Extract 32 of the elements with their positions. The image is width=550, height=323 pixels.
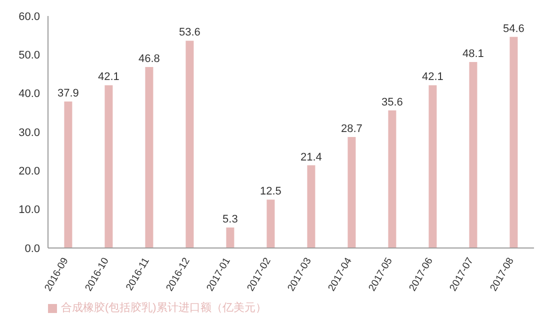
bar	[64, 101, 72, 248]
bar	[104, 85, 113, 248]
bar	[348, 137, 356, 248]
y-tick-label: 50.0	[18, 50, 40, 62]
y-tick-label: 10.0	[18, 204, 40, 216]
bar	[186, 40, 194, 248]
data-label: 48.1	[462, 48, 484, 60]
y-tick-label: 30.0	[18, 126, 40, 139]
y-tick-label: 60.0	[18, 10, 40, 23]
y-tick-label: 20.0	[18, 166, 40, 178]
bar	[266, 200, 275, 248]
data-label: 46.8	[138, 53, 160, 66]
bar	[388, 110, 396, 248]
data-label: 12.5	[260, 186, 282, 198]
data-label: 28.7	[340, 123, 362, 136]
bar	[510, 36, 518, 248]
data-label: 42.1	[422, 71, 444, 84]
data-label: 54.6	[502, 22, 524, 35]
data-label: 37.9	[57, 87, 79, 100]
data-label: 5.3	[222, 214, 238, 226]
data-label: 42.1	[98, 71, 120, 84]
y-tick-label: 40.0	[18, 88, 40, 100]
legend-label: 合成橡胶(包括胶乳)累计进口额（亿美元）	[61, 302, 266, 314]
bar	[428, 85, 437, 248]
data-label: 21.4	[300, 151, 322, 164]
bar	[226, 228, 234, 248]
data-label: 35.6	[381, 96, 403, 108]
data-label: 53.6	[178, 26, 200, 39]
bar	[307, 165, 316, 248]
bar	[145, 67, 154, 248]
y-tick-label: 0.0	[24, 242, 40, 255]
bar	[469, 62, 478, 248]
